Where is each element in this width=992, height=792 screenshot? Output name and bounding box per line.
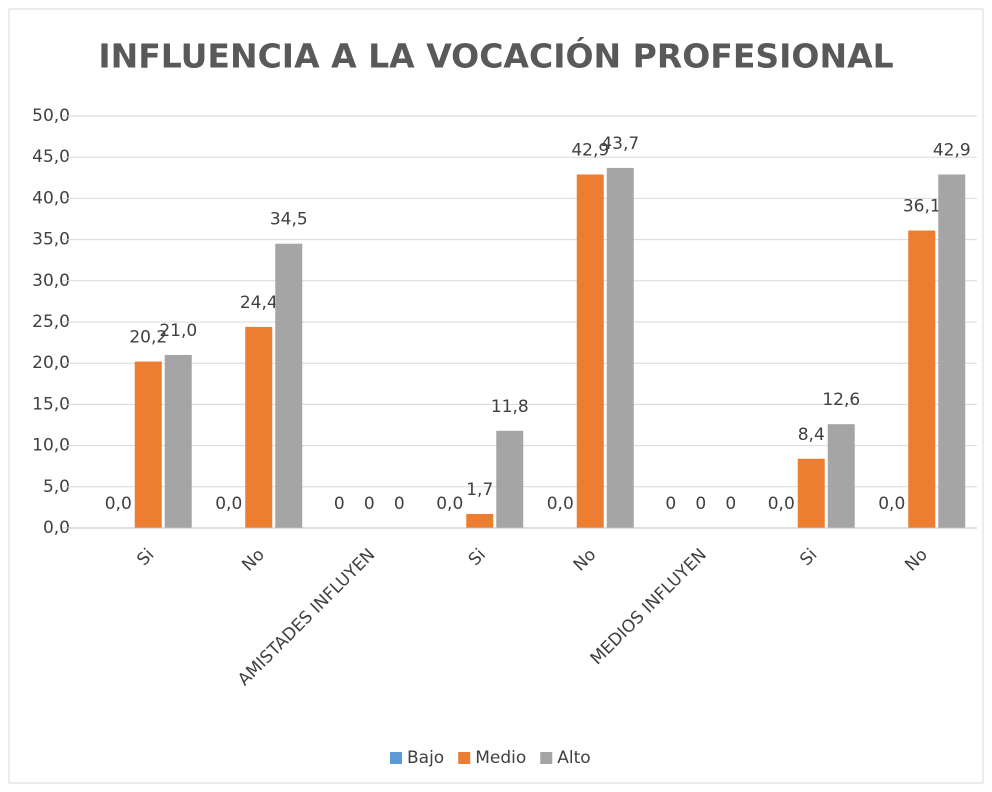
y-tick-label: 50,0	[32, 106, 70, 126]
bar	[827, 424, 855, 528]
bar	[496, 430, 524, 528]
data-label: 0	[695, 494, 706, 514]
data-label: 0	[394, 494, 405, 514]
bar	[576, 174, 604, 528]
y-tick-label: 45,0	[32, 147, 70, 167]
legend-swatch	[390, 752, 402, 764]
data-label: 1,7	[466, 480, 493, 500]
data-label: 20,2	[129, 328, 167, 348]
data-label: 12,6	[822, 390, 860, 410]
y-tick-label: 5,0	[43, 477, 70, 497]
bar	[245, 326, 273, 528]
bar	[797, 458, 825, 528]
legend-label: Medio	[475, 748, 526, 768]
data-label: 43,7	[601, 134, 639, 154]
y-tick-label: 40,0	[32, 188, 70, 208]
y-tick-label: 15,0	[32, 394, 70, 414]
data-label: 24,4	[240, 293, 278, 313]
legend-label: Bajo	[407, 748, 444, 768]
data-label: 0,0	[436, 494, 463, 514]
data-label: 36,1	[903, 197, 941, 217]
bar	[938, 174, 966, 528]
data-label: 11,8	[491, 397, 529, 417]
bar	[606, 167, 634, 529]
chart-title: INFLUENCIA A LA VOCACIÓN PROFESIONAL	[98, 36, 893, 76]
bar	[275, 243, 303, 528]
legend-swatch	[540, 752, 553, 764]
bar	[908, 230, 936, 528]
y-tick-label: 35,0	[32, 230, 70, 250]
data-label: 0	[334, 494, 345, 514]
y-tick-label: 20,0	[32, 353, 70, 373]
bar	[164, 354, 192, 528]
data-label: 0,0	[878, 494, 905, 514]
data-label: 0	[665, 494, 676, 514]
data-label: 0	[725, 494, 736, 514]
legend-label: Alto	[557, 748, 590, 768]
data-label: 8,4	[798, 425, 825, 445]
bar	[466, 513, 494, 528]
data-label: 0,0	[768, 494, 795, 514]
y-tick-label: 10,0	[32, 436, 70, 456]
data-label: 0,0	[105, 494, 132, 514]
y-tick-label: 30,0	[32, 271, 70, 291]
legend-swatch	[458, 752, 471, 764]
y-tick-label: 25,0	[32, 312, 70, 332]
data-label: 42,9	[571, 141, 609, 161]
data-label: 0,0	[547, 494, 574, 514]
data-label: 0	[364, 494, 375, 514]
data-label: 42,9	[933, 141, 971, 161]
y-tick-label: 0,0	[43, 518, 70, 538]
bar	[134, 361, 162, 528]
data-label: 34,5	[270, 210, 308, 230]
data-label: 0,0	[215, 494, 242, 514]
data-label: 21,0	[159, 321, 197, 341]
